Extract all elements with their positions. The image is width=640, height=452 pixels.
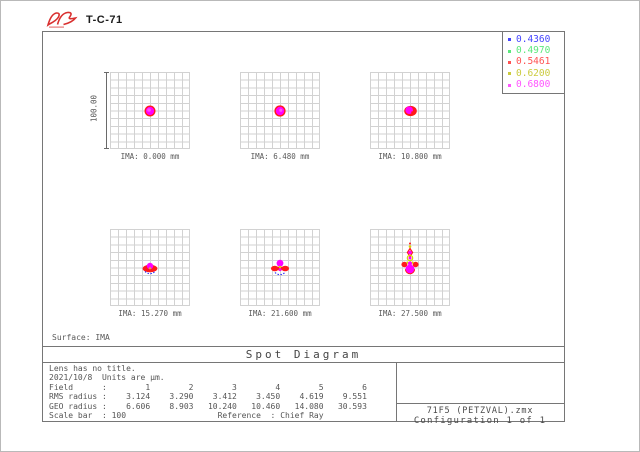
spot-field-3: [404, 105, 417, 116]
spot-plot-field-5: IMA: 21.600 mm: [240, 229, 320, 318]
wavelength-marker-icon: [508, 83, 511, 87]
scale-axis-label: 100.00: [89, 94, 99, 123]
surface-label: Surface: IMA: [52, 333, 110, 342]
wavelength-marker-icon: [508, 72, 511, 76]
divider: [43, 346, 564, 347]
divider: [396, 403, 564, 404]
legend-item: 0.6200: [503, 68, 564, 79]
window-title: T-C-71: [86, 14, 123, 26]
vendor-logo-icon: [46, 11, 78, 28]
geo-radius-row: GEO radius : 6.606 8.903 10.240 10.460 1…: [49, 401, 367, 411]
ima-label: IMA: 10.800 mm: [378, 152, 442, 161]
wavelength-marker-icon: [508, 49, 511, 53]
scale-tick: [104, 148, 109, 149]
spot-plot-field-2: IMA: 6.480 mm: [240, 72, 320, 161]
analysis-summary: Lens has no title. 2021/10/8 Units are µ…: [49, 364, 367, 420]
spot-plot-field-1: IMA: 0.000 mm: [110, 72, 190, 161]
legend-item: 0.5461: [503, 57, 564, 68]
spot-field-2: [274, 104, 286, 117]
legend-item: 0.4360: [503, 34, 564, 45]
file-info-box: 71F5 (PETZVAL).zmx Configuration 1 of 1: [396, 403, 564, 451]
wavelength-marker-icon: [508, 38, 511, 42]
lens-title-line: Lens has no title.: [49, 364, 136, 373]
spot-field-4: [142, 262, 158, 274]
spot-plot-field-3: IMA: 10.800 mm: [370, 72, 450, 161]
spot-grid: [110, 229, 190, 306]
scale-reference-row: Scale bar : 100 Reference : Chief Ray: [49, 411, 324, 421]
plot-frame: 0.4360 0.4970 0.5461 0.6200 0.6800: [42, 31, 565, 426]
wavelength-legend: 0.4360 0.4970 0.5461 0.6200 0.6800: [502, 32, 564, 94]
scale-tick: [104, 72, 109, 73]
ima-label: IMA: 15.270 mm: [118, 309, 182, 318]
legend-item: 0.6800: [503, 80, 564, 91]
title-band: Spot Diagram: [43, 346, 564, 362]
spot-plot-field-6: IMA: 27.500 mm: [370, 229, 450, 318]
spot-field-6: [401, 242, 419, 274]
ima-label: IMA: 6.480 mm: [250, 152, 310, 161]
ima-label: IMA: 27.500 mm: [378, 309, 442, 318]
date-units-line: 2021/10/8 Units are µm.: [49, 373, 165, 383]
scale-axis: [104, 72, 109, 149]
ima-label: IMA: 21.600 mm: [248, 309, 312, 318]
rms-radius-row: RMS radius : 3.124 3.290 3.412 3.450 4.6…: [49, 392, 367, 402]
legend-item: 0.4970: [503, 46, 564, 57]
wavelength-marker-icon: [508, 60, 511, 64]
spot-plot-field-4: IMA: 15.270 mm: [110, 229, 190, 318]
field-row: Field : 1 2 3 4 5 6: [49, 382, 367, 392]
configuration-label: Configuration 1 of 1: [413, 416, 547, 426]
spot-field-5: [271, 259, 289, 275]
ima-label: IMA: 0.000 mm: [120, 152, 180, 161]
spot-field-1: [144, 105, 156, 116]
divider: [396, 362, 397, 421]
divider: [43, 362, 564, 363]
lens-filename: 71F5 (PETZVAL).zmx: [426, 406, 534, 416]
page-title: Spot Diagram: [245, 347, 362, 361]
